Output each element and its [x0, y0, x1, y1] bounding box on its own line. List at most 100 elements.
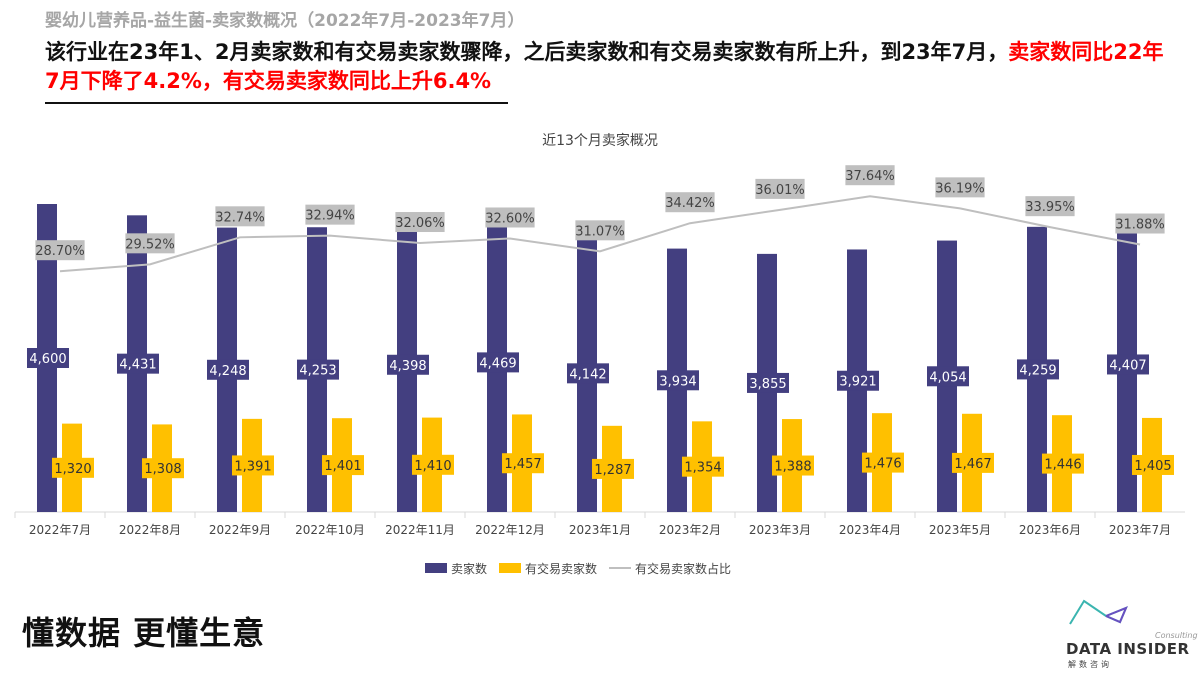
data-label-ratio-bg	[665, 192, 715, 213]
data-label-ratio-bg	[935, 177, 985, 198]
data-label-sellers: 4,398	[389, 359, 426, 374]
data-label-trading: 1,354	[684, 461, 721, 476]
data-label-trading-bg	[232, 455, 274, 476]
data-label-trading: 1,446	[1044, 458, 1081, 473]
data-label-trading: 1,320	[54, 462, 91, 477]
data-label-ratio-bg	[845, 165, 895, 186]
data-label-sellers: 3,934	[659, 374, 696, 389]
data-label-ratio: 36.19%	[935, 181, 985, 196]
data-label-ratio-bg	[485, 207, 535, 228]
data-label-ratio-bg	[395, 212, 445, 233]
data-label-sellers: 4,407	[1109, 358, 1146, 373]
data-label-ratio: 32.60%	[485, 211, 535, 226]
legend-label: 有交易卖家数	[525, 561, 597, 576]
data-label-ratio: 37.64%	[845, 169, 895, 184]
chart: 2022年7月 2022年8月 2022年9月 2022年10月 2022年11月 202…	[14, 165, 1185, 576]
data-label-ratio: 32.94%	[305, 209, 355, 224]
data-label-trading-bg	[682, 456, 724, 477]
data-label-ratio: 31.07%	[575, 224, 625, 239]
x-tick-label: 2023年2月	[659, 523, 721, 537]
line-ratio	[59, 195, 1141, 273]
data-label-trading: 1,410	[414, 459, 451, 474]
page-title: 婴幼儿营养品-益生菌-卖家数概况（2022年7月-2023年7月）	[45, 11, 525, 31]
data-label-trading: 1,388	[774, 460, 811, 475]
data-label-sellers-bg	[117, 353, 159, 374]
data-label-ratio: 32.06%	[395, 216, 445, 231]
x-tick-label: 2022年9月	[209, 523, 271, 537]
summary-black: 该行业在23年1、2月卖家数和有交易卖家数骤降，之后卖家数和有交易卖家数有所上升…	[45, 40, 1009, 64]
data-label-sellers-bg	[657, 370, 699, 391]
data-label-trading: 1,405	[1134, 459, 1171, 474]
data-label-trading-bg	[142, 458, 184, 479]
data-label-sellers-bg	[477, 352, 519, 373]
x-tick-label: 2022年12月	[475, 523, 545, 537]
data-label-trading: 1,476	[864, 457, 901, 472]
data-label-sellers-bg	[1107, 354, 1149, 375]
data-label-trading-bg	[322, 455, 364, 476]
data-label-sellers: 3,921	[839, 375, 876, 390]
data-label-ratio-bg	[305, 204, 355, 225]
logo: Consulting DATA INSIDER 解数咨询	[1060, 598, 1198, 669]
data-label-trading-bg	[1042, 453, 1084, 474]
data-label-sellers-bg	[927, 366, 969, 387]
data-label-trading: 1,391	[234, 459, 271, 474]
data-label-sellers: 3,855	[749, 377, 786, 392]
data-label-sellers-bg	[297, 359, 339, 380]
data-label-sellers-bg	[1017, 359, 1059, 380]
data-label-ratio: 33.95%	[1025, 200, 1075, 215]
summary-red: 卖家数同比22年7月下降了4.2%，有交易卖家数同比上升6.4%	[45, 40, 1164, 93]
data-label-sellers: 4,600	[29, 352, 66, 367]
data-label-sellers-bg	[567, 363, 609, 384]
x-tick-label: 2022年10月	[295, 523, 365, 537]
data-label-trading-bg	[862, 452, 904, 473]
data-label-sellers: 4,431	[119, 358, 156, 373]
x-tick-label: 2022年7月	[29, 523, 91, 537]
data-label-ratio-bg	[1115, 213, 1165, 234]
data-label-trading-bg	[592, 458, 634, 479]
x-tick-label: 2023年3月	[749, 523, 811, 537]
summary: 该行业在23年1、2月卖家数和有交易卖家数骤降，之后卖家数和有交易卖家数有所上升…	[45, 38, 1165, 96]
data-label-ratio-bg	[125, 233, 175, 254]
data-label-trading-bg	[502, 453, 544, 474]
data-label-sellers: 4,248	[209, 364, 246, 379]
data-label-ratio: 34.42%	[665, 196, 715, 211]
x-tick-label: 2023年4月	[839, 523, 901, 537]
x-tick-label: 2022年8月	[119, 523, 181, 537]
data-label-ratio: 32.74%	[215, 210, 265, 225]
legend-label: 有交易卖家数占比	[635, 561, 731, 576]
data-label-trading: 1,467	[954, 457, 991, 472]
data-label-sellers-bg	[837, 370, 879, 391]
data-label-ratio-bg	[755, 178, 805, 199]
data-label-sellers-bg	[747, 372, 789, 393]
data-label-trading-bg	[52, 457, 94, 478]
data-label-trading-bg	[772, 455, 814, 476]
data-label-trading: 1,287	[594, 463, 631, 478]
x-tick-label: 2023年7月	[1109, 523, 1171, 537]
data-label-sellers: 4,142	[569, 367, 606, 382]
data-label-sellers: 4,259	[1019, 363, 1056, 378]
data-label-sellers-bg	[387, 354, 429, 375]
data-label-ratio: 31.88%	[1115, 218, 1165, 233]
data-label-trading: 1,401	[324, 459, 361, 474]
data-label-ratio: 36.01%	[755, 183, 805, 198]
data-label-trading-bg	[1132, 454, 1174, 475]
data-label-trading: 1,457	[504, 457, 541, 472]
legend-swatch	[425, 563, 447, 573]
logo-icon	[1069, 599, 1128, 625]
chart-title: 近13个月卖家概况	[542, 133, 658, 149]
logo-cn: 解数咨询	[1068, 660, 1112, 669]
slogan: 懂数据 更懂生意	[22, 614, 266, 652]
legend-label: 卖家数	[451, 561, 487, 576]
data-label-ratio-bg	[215, 206, 265, 227]
data-label-trading-bg	[952, 452, 994, 473]
data-label-sellers: 4,469	[479, 356, 516, 371]
data-label-ratio-bg	[575, 220, 625, 241]
data-label-ratio: 28.70%	[35, 244, 85, 259]
x-tick-label: 2022年11月	[385, 523, 455, 537]
data-label-sellers-bg	[207, 359, 249, 380]
data-label-ratio: 29.52%	[125, 237, 175, 252]
data-label-sellers-bg	[27, 348, 69, 368]
data-label-trading-bg	[412, 454, 454, 475]
data-label-ratio-bg	[1025, 196, 1075, 217]
logo-consulting: Consulting	[1155, 631, 1198, 640]
